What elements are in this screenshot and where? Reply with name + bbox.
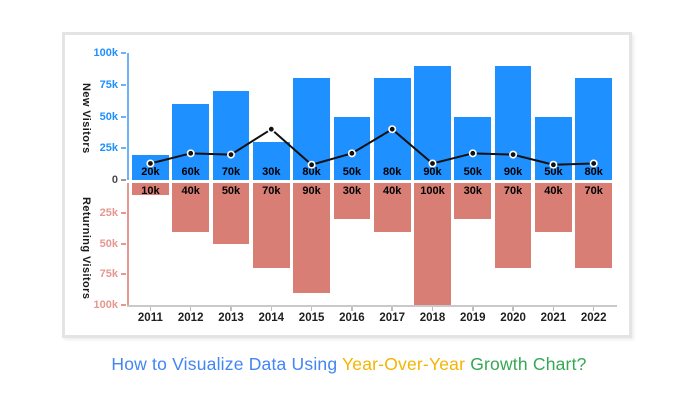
caption-segment-orange: Year-Over-Year — [342, 354, 471, 374]
returning-visitors-bar — [535, 182, 572, 232]
returning-visitors-value-label: 40k — [383, 184, 402, 197]
new-visitors-bar — [373, 78, 411, 180]
returning-visitors-bar — [494, 182, 532, 269]
y-axis-top-tick-mark — [121, 147, 126, 150]
new-visitors-value-label: 80k — [383, 166, 402, 178]
returning-visitors-bar — [172, 182, 210, 232]
new-visitors-value-label: 90k — [503, 166, 523, 178]
returning-visitors-bar — [293, 182, 330, 293]
returning-visitors-bar — [575, 182, 613, 269]
y-axis-bottom-tick-label: 50k — [99, 237, 118, 250]
new-visitors-value-label: 80k — [302, 166, 321, 178]
new-visitors-value-label: 60k — [181, 166, 200, 178]
y-axis-bottom-tick-mark — [121, 304, 126, 306]
new-visitors-value-label: 50k — [463, 166, 482, 178]
returning-visitors-bar — [132, 182, 169, 195]
returning-visitors-value-label: 30k — [463, 184, 482, 197]
x-axis-tick-mark — [592, 306, 595, 311]
new-visitors-bar — [414, 65, 451, 180]
caption-segment-blue: How to Visualize Data Using — [111, 354, 343, 374]
returning-visitors-value-label: 70k — [503, 184, 523, 197]
x-axis-tick-mark — [270, 306, 273, 311]
x-axis-tick-mark — [512, 306, 514, 311]
returning-visitors-value-label: 70k — [584, 184, 603, 197]
returning-visitors-bar — [373, 182, 411, 232]
y-axis-bottom-tick-label: 75k — [99, 268, 118, 281]
new-visitors-value-label: 20k — [141, 166, 160, 178]
x-axis-year-label: 2013 — [218, 312, 244, 324]
new-visitors-value-label: 30k — [262, 166, 281, 178]
new-visitors-bar — [293, 78, 330, 180]
x-axis-year-label: 2015 — [298, 312, 325, 324]
x-axis-year-label: 2020 — [500, 312, 526, 324]
new-visitors-value-label: 50k — [342, 166, 362, 178]
new-visitors-value-label: 70k — [221, 166, 241, 178]
x-axis-tick-mark — [189, 306, 192, 311]
new-visitors-bar — [494, 65, 532, 180]
y-axis-top-tick-label: 100k — [93, 47, 118, 59]
y-axis-bottom-tick-mark — [121, 273, 126, 276]
x-axis-tick-mark — [230, 306, 232, 311]
x-axis-year-label: 2018 — [419, 312, 446, 324]
returning-visitors-bar — [414, 182, 451, 305]
y-axis-top-tick-label: 0 — [111, 174, 118, 186]
returning-visitors-bar — [333, 182, 371, 220]
y-axis-bottom-tick-mark — [121, 212, 126, 215]
new-visitors-value-label: 90k — [423, 166, 442, 178]
x-axis-tick-mark — [552, 306, 555, 311]
new-visitors-value-label: 50k — [544, 166, 563, 178]
returning-visitors-value-label: 90k — [302, 184, 321, 197]
y-axis-top-tick-mark — [121, 83, 126, 86]
returning-visitors-value-label: 40k — [544, 184, 563, 197]
new-visitors-value-label: 80k — [584, 166, 603, 178]
returning-visitors-value-label: 70k — [262, 184, 281, 197]
x-axis-year-label: 2019 — [460, 312, 486, 324]
caption: How to Visualize Data Using Year-Over-Ye… — [0, 354, 698, 375]
x-axis-line — [127, 305, 617, 307]
y-axis-top-tick-mark — [121, 52, 126, 54]
x-axis-tick-mark — [391, 306, 393, 311]
returning-visitors-value-label: 40k — [181, 184, 200, 197]
y-axis-top-tick-mark — [121, 115, 126, 118]
y-axis-top-tick-label: 75k — [99, 78, 118, 91]
y-axis-top-tick-label: 50k — [99, 110, 118, 123]
returning-visitors-value-label: 10k — [141, 184, 160, 197]
x-axis-tick-mark — [472, 306, 474, 311]
x-axis-year-label: 2012 — [177, 312, 204, 324]
x-axis-year-label: 2021 — [540, 312, 567, 324]
y-axis-top-tick-label: 25k — [99, 142, 118, 155]
new-visitors-bar — [575, 78, 613, 180]
x-axis-tick-mark — [149, 306, 152, 311]
y-axis-bottom-tick-label: 100k — [93, 299, 118, 311]
caption-segment-green: Growth Chart? — [470, 354, 587, 374]
y-axis-top-line — [127, 53, 129, 180]
x-axis-tick-mark — [431, 306, 434, 311]
y-axis-bottom-title: Returning Visitors — [80, 196, 92, 300]
x-axis-year-label: 2016 — [339, 312, 365, 324]
y-axis-bottom-tick-mark — [121, 242, 126, 245]
x-axis-year-label: 2014 — [258, 312, 285, 324]
x-axis-tick-mark — [351, 306, 353, 311]
y-axis-top-tick-mark — [121, 179, 126, 181]
x-axis-year-label: 2022 — [580, 312, 607, 324]
returning-visitors-bar — [454, 182, 492, 220]
returning-visitors-value-label: 30k — [342, 184, 362, 197]
x-axis-year-label: 2017 — [379, 312, 405, 324]
returning-visitors-value-label: 100k — [420, 184, 445, 197]
y-axis-top-title: New Visitors — [80, 82, 92, 154]
y-axis-bottom-line — [127, 182, 129, 305]
x-axis-tick-mark — [310, 306, 313, 311]
returning-visitors-bar — [252, 182, 290, 269]
returning-visitors-value-label: 50k — [221, 184, 241, 197]
returning-visitors-bar — [212, 182, 250, 244]
y-axis-bottom-tick-label: 25k — [99, 207, 118, 220]
x-axis-year-label: 2011 — [137, 312, 163, 324]
